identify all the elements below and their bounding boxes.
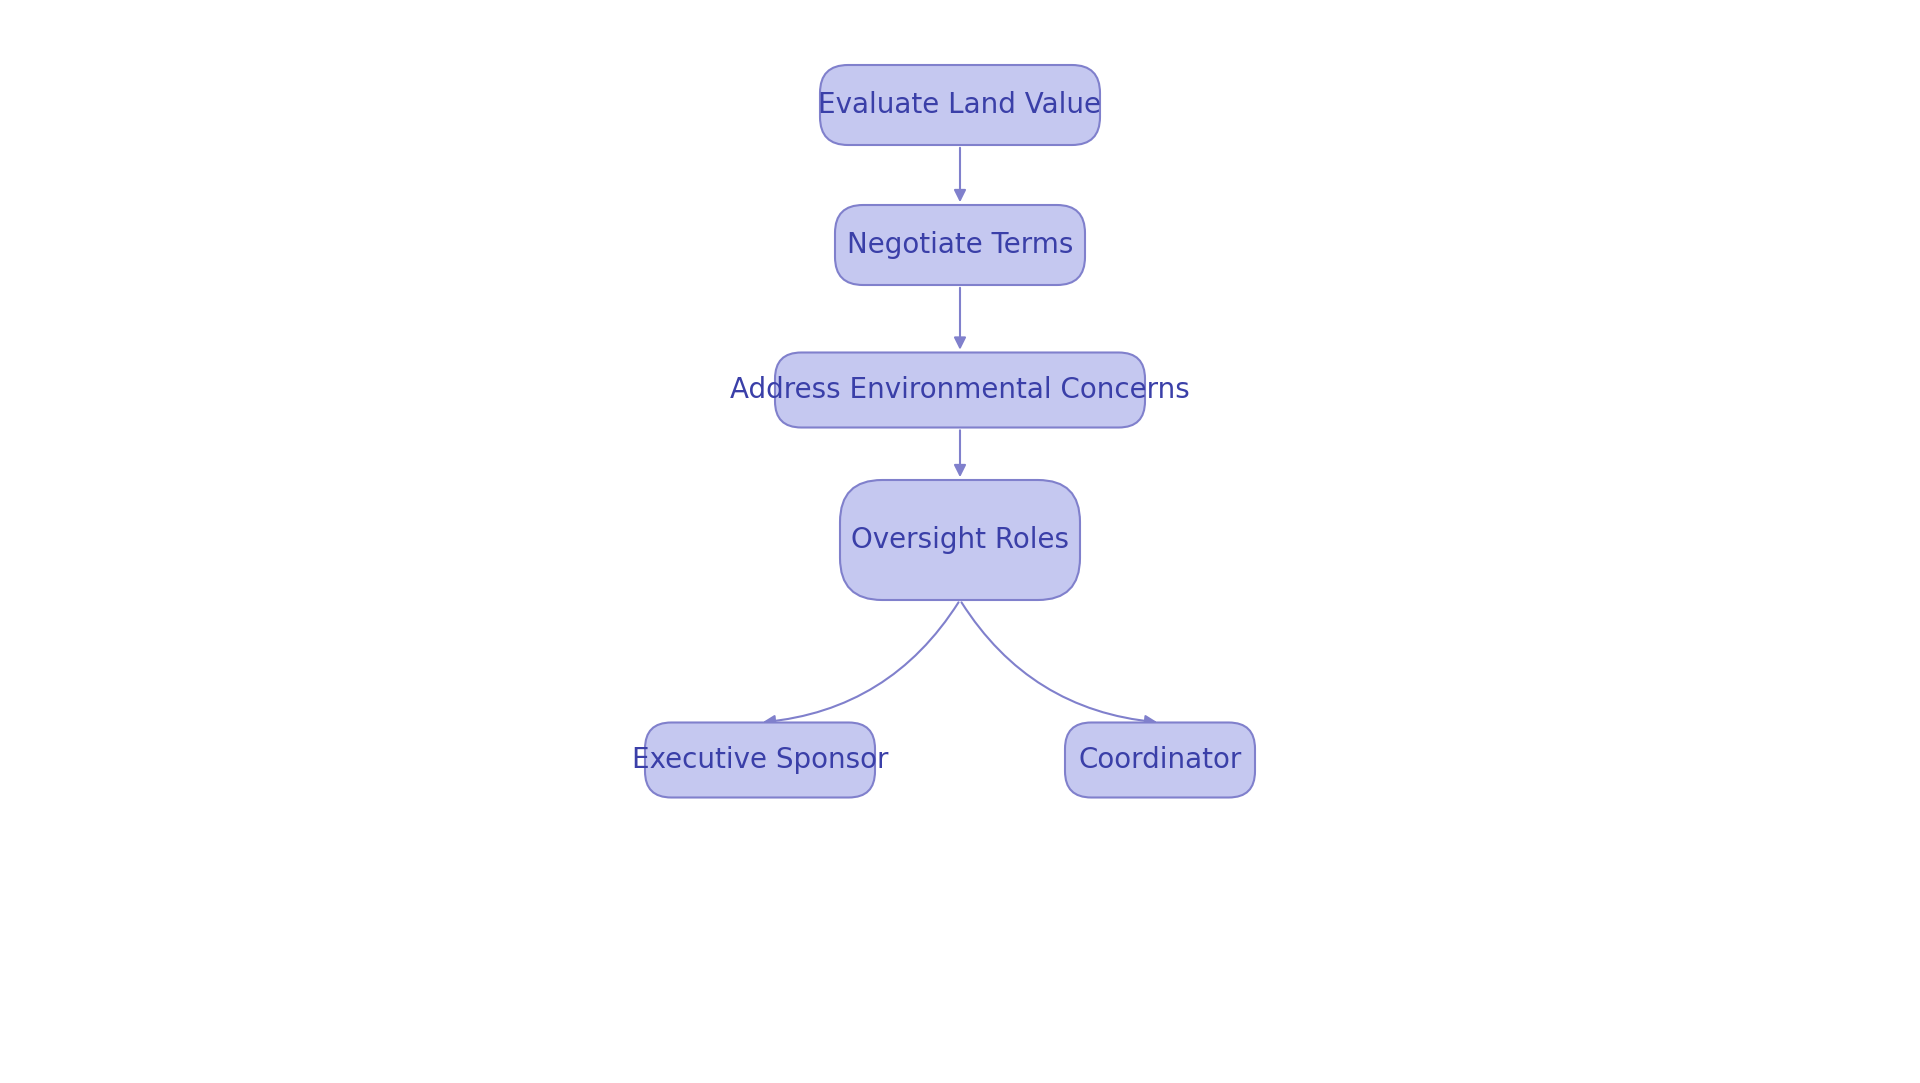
FancyBboxPatch shape	[841, 480, 1079, 600]
Text: Address Environmental Concerns: Address Environmental Concerns	[730, 376, 1190, 404]
FancyBboxPatch shape	[835, 205, 1085, 285]
Text: Evaluate Land Value: Evaluate Land Value	[818, 91, 1102, 119]
FancyBboxPatch shape	[776, 352, 1144, 428]
Text: Coordinator: Coordinator	[1079, 746, 1242, 774]
Text: Oversight Roles: Oversight Roles	[851, 526, 1069, 554]
FancyBboxPatch shape	[645, 722, 876, 797]
FancyBboxPatch shape	[820, 65, 1100, 145]
Text: Executive Sponsor: Executive Sponsor	[632, 746, 889, 774]
Text: Negotiate Terms: Negotiate Terms	[847, 231, 1073, 259]
FancyBboxPatch shape	[1066, 722, 1256, 797]
